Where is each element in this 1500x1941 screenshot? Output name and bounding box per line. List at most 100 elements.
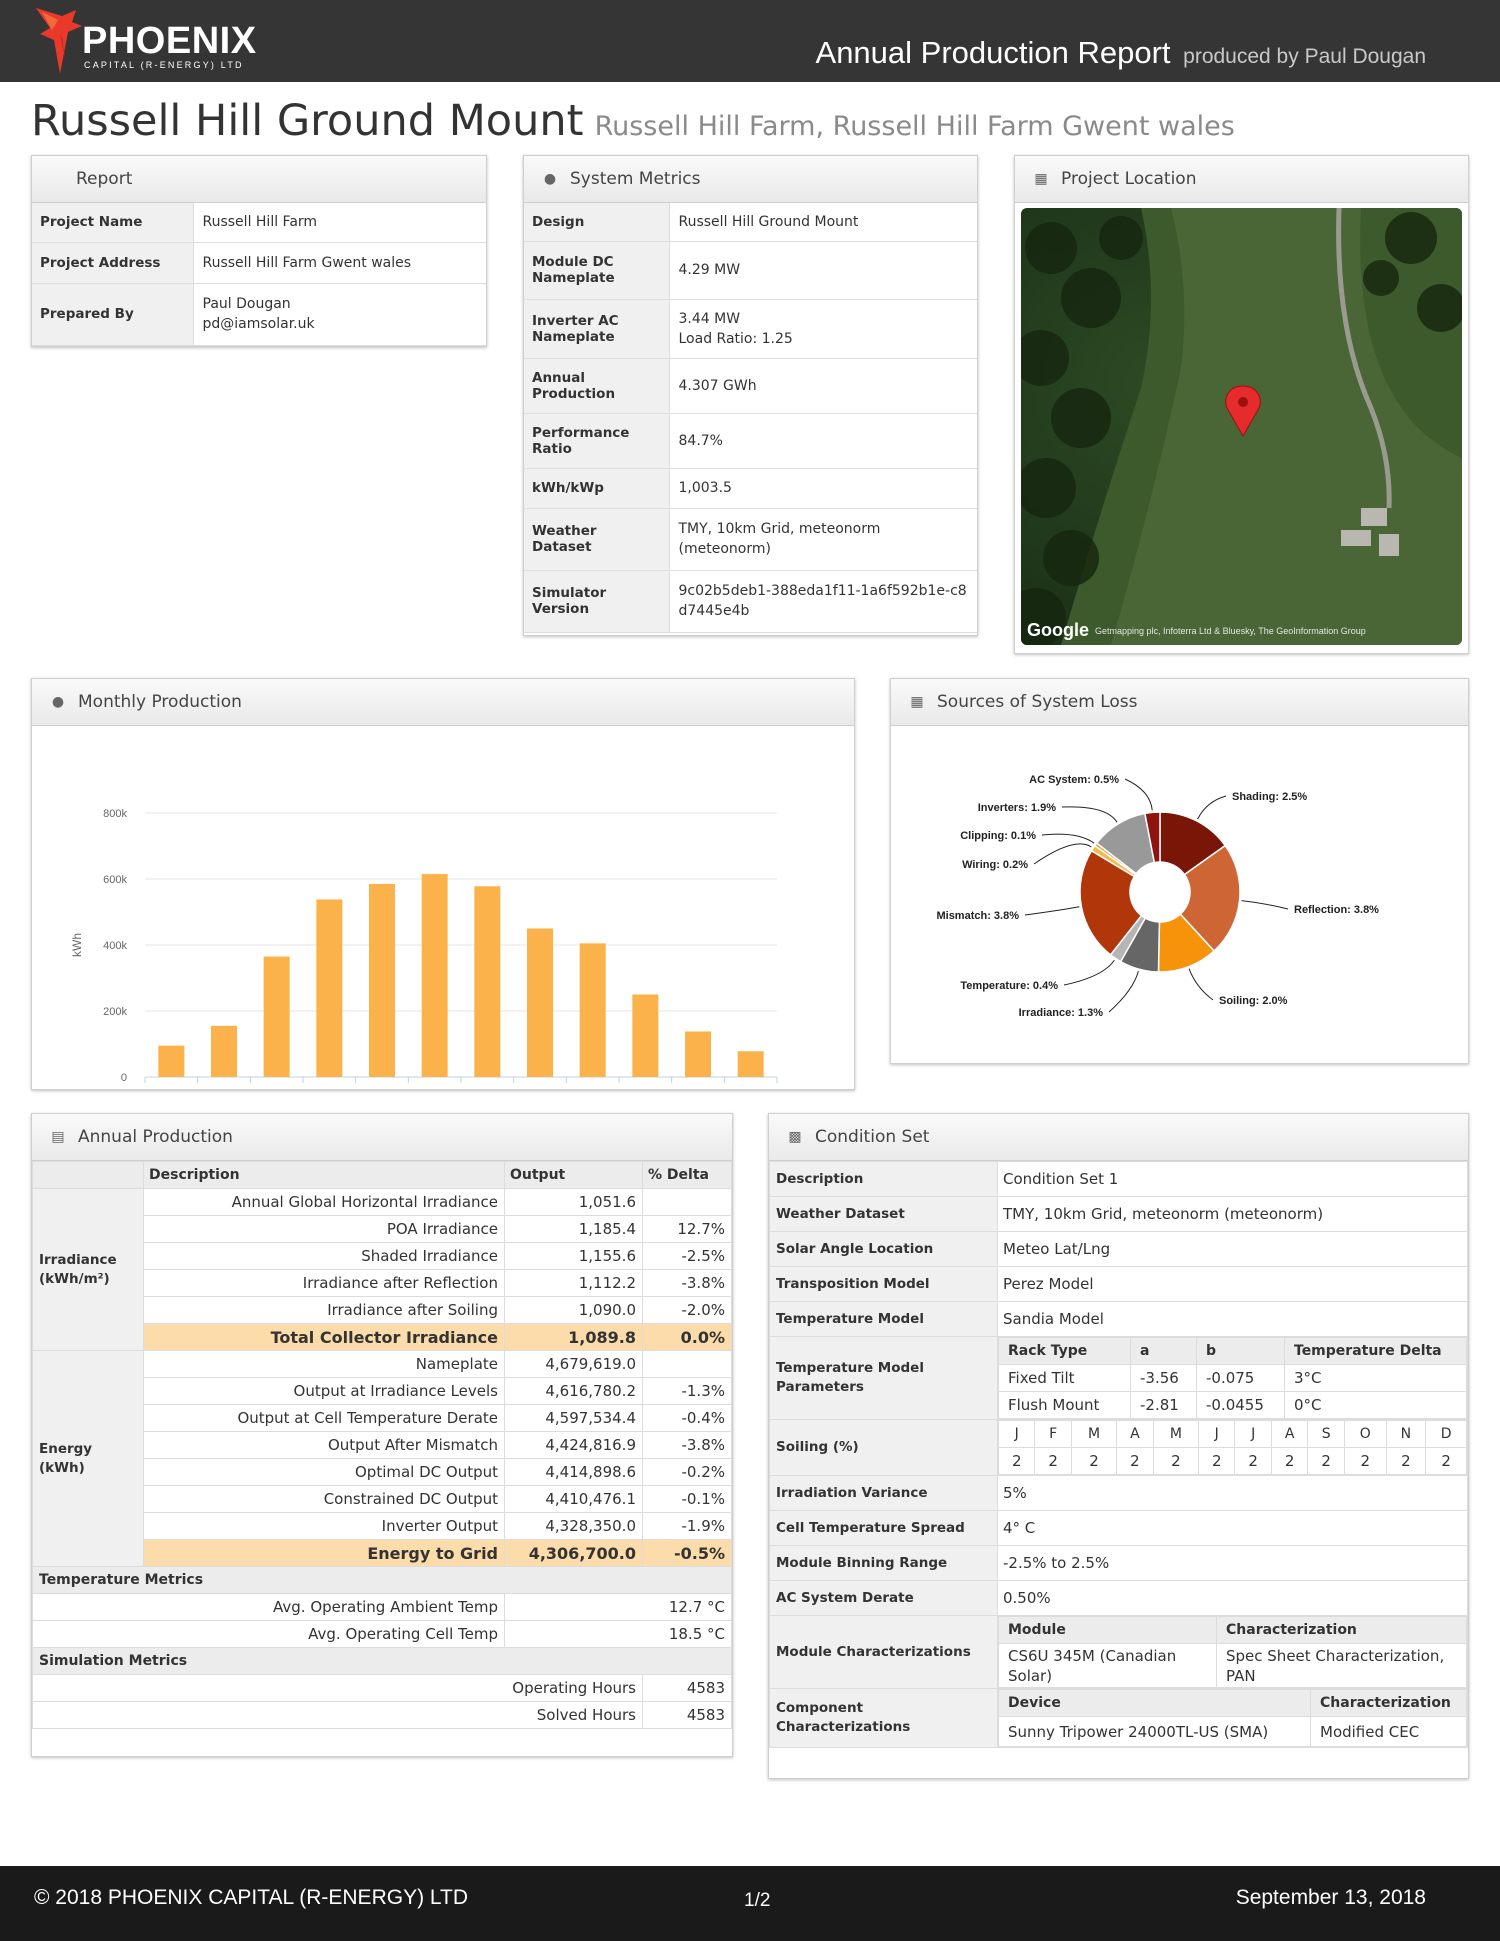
row-value: 9c02b5deb1-388eda1f11-1a6f592b1e-c8d7445… bbox=[669, 570, 977, 633]
bar bbox=[263, 956, 290, 1077]
row-label: Prepared By bbox=[32, 283, 194, 346]
soiling-value: 2 bbox=[1197, 1447, 1236, 1475]
sitemap-icon: ▩ bbox=[788, 1129, 802, 1145]
row-label: Soiling (%) bbox=[769, 1419, 998, 1476]
y-tick-label: 400k bbox=[103, 940, 127, 952]
table-row: Performance Ratio 84.7% bbox=[524, 413, 977, 469]
table-row: Project Address Russell Hill Farm Gwent w… bbox=[32, 242, 486, 284]
month-label: D bbox=[1425, 1420, 1467, 1448]
cell: CS6U 345M (Canadian Solar) bbox=[998, 1643, 1217, 1688]
row-description: Annual Global Horizontal Irradiance bbox=[143, 1188, 505, 1216]
system-loss-chart: Shading: 2.5% Reflection: 3.8% Soiling: 2.… bbox=[936, 774, 1379, 1019]
row-description: Output at Irradiance Levels bbox=[143, 1377, 505, 1405]
month-label: N bbox=[1385, 1420, 1427, 1448]
report-heading-text: Report bbox=[76, 169, 133, 189]
footer-date: September 13, 2018 bbox=[1235, 1886, 1426, 1909]
label-connector bbox=[1108, 970, 1139, 1013]
table-row: POA Irradiance 1,185.4 12.7% bbox=[33, 1215, 732, 1243]
factory-icon: ▤ bbox=[51, 1129, 65, 1145]
table-row: Total Collector Irradiance 1,089.8 0.0% bbox=[33, 1323, 732, 1351]
page-footer: © 2018 PHOENIX CAPITAL (R-ENERGY) LTD 1/… bbox=[0, 1866, 1500, 1941]
table-row: CS6U 345M (Canadian Solar) Spec Sheet Cha… bbox=[998, 1643, 1467, 1688]
label-connector bbox=[1124, 778, 1153, 811]
row-label: Weather Dataset bbox=[769, 1196, 998, 1232]
row-value: 4583 bbox=[642, 1701, 732, 1729]
row-label: Weather Dataset bbox=[524, 508, 670, 571]
system-loss-header: ▦ Sources of System Loss bbox=[891, 679, 1468, 726]
label-connector bbox=[1197, 795, 1227, 820]
report-heading: Annual Production Report produced by Pau… bbox=[816, 36, 1426, 74]
table-header: Description Output% Delta bbox=[32, 1161, 732, 1189]
report-panel-header: Report bbox=[32, 156, 486, 203]
monthly-production-chart: 0200k400k600k800kkWhJanFebMarAprMayJunJu… bbox=[70, 808, 778, 1102]
bar bbox=[369, 883, 395, 1077]
row-delta: 12.7% bbox=[642, 1215, 732, 1243]
project-location-header: ▦ Project Location bbox=[1015, 156, 1468, 203]
y-axis-label: kWh bbox=[70, 933, 84, 957]
phoenix-logo-icon bbox=[36, 8, 82, 74]
system-loss-heading: Sources of System Loss bbox=[937, 692, 1138, 712]
person-icon: ● bbox=[51, 694, 65, 710]
label-connector bbox=[1061, 806, 1118, 823]
month-label: M bbox=[1152, 1420, 1200, 1448]
label-connector bbox=[1188, 968, 1214, 1001]
pie-label: Temperature: 0.4% bbox=[960, 980, 1058, 992]
bar bbox=[211, 1025, 237, 1077]
row-description: Irradiance after Reflection bbox=[143, 1269, 505, 1297]
row-value: 4.29 MW bbox=[669, 241, 977, 300]
table-row: Output at Irradiance Levels 4,616,780.2 -1… bbox=[33, 1377, 732, 1405]
table-row: Irradiation Variance 5% bbox=[769, 1475, 1468, 1511]
pie-slice bbox=[1179, 844, 1241, 952]
report-title: Annual Production Report bbox=[815, 35, 1171, 70]
row-description: Output After Mismatch bbox=[143, 1431, 505, 1459]
row-delta bbox=[642, 1350, 732, 1378]
soiling-value: 2 bbox=[1152, 1447, 1200, 1475]
row-output: 4,424,816.9 bbox=[504, 1431, 643, 1459]
table-row: Annual Production 4.307 GWh bbox=[524, 358, 977, 414]
table-row: Avg. Operating Cell Temp 18.5 °C bbox=[32, 1620, 732, 1648]
row-value: Sandia Model bbox=[997, 1301, 1468, 1337]
cell: -2.81 bbox=[1130, 1391, 1197, 1419]
table-row: Cell Temperature Spread 4° C bbox=[769, 1510, 1468, 1546]
label-connector bbox=[1033, 843, 1092, 865]
label-connector bbox=[1241, 900, 1289, 910]
row-delta: -1.3% bbox=[642, 1377, 732, 1405]
col-header: Characterization bbox=[1216, 1616, 1467, 1644]
condition-set-heading: Condition Set bbox=[815, 1127, 930, 1147]
bar bbox=[632, 994, 659, 1077]
cell: Spec Sheet Characterization, PAN bbox=[1216, 1643, 1467, 1688]
table-row: Optimal DC Output 4,414,898.6 -0.2% bbox=[33, 1458, 732, 1486]
table-row: Design Russell Hill Ground Mount bbox=[524, 203, 977, 242]
row-value: 4° C bbox=[997, 1510, 1468, 1546]
row-output: 1,112.2 bbox=[504, 1269, 643, 1297]
monthly-production-header: ● Monthly Production bbox=[32, 679, 854, 726]
row-output: 4,679,619.0 bbox=[504, 1350, 643, 1378]
section-row: Simulation Metrics bbox=[32, 1647, 732, 1675]
table-row: Inverter AC Nameplate 3.44 MW Load Ratio: … bbox=[524, 299, 977, 359]
cell: -0.075 bbox=[1196, 1364, 1285, 1392]
row-delta: -0.1% bbox=[642, 1485, 732, 1513]
col-header: % Delta bbox=[642, 1161, 732, 1189]
pie-label: Shading: 2.5% bbox=[1232, 791, 1307, 803]
monthly-production-heading: Monthly Production bbox=[78, 692, 242, 712]
pie-label: AC System: 0.5% bbox=[1029, 774, 1119, 786]
month-label: S bbox=[1307, 1420, 1345, 1448]
row-label: Description bbox=[769, 1161, 998, 1197]
map-logo: Google bbox=[1027, 620, 1089, 640]
table-row: Description Condition Set 1 bbox=[769, 1161, 1468, 1197]
row-output: 4,616,780.2 bbox=[504, 1377, 643, 1405]
month-label: O bbox=[1343, 1420, 1387, 1448]
row-description: Output at Cell Temperature Derate bbox=[143, 1404, 505, 1432]
month-label: A bbox=[1116, 1420, 1154, 1448]
location-map[interactable]: Google Getmapping plc, Infoterra Ltd & B… bbox=[1021, 208, 1462, 645]
preparer-name: Paul Dougan bbox=[202, 296, 291, 312]
load-ratio: Load Ratio: 1.25 bbox=[678, 330, 793, 347]
row-label: Cell Temperature Spread bbox=[769, 1510, 998, 1546]
bar bbox=[158, 1045, 185, 1077]
row-description: Irradiance after Soiling bbox=[143, 1296, 505, 1324]
row-label: Solar Angle Location bbox=[769, 1231, 998, 1267]
col-header: Description bbox=[143, 1161, 505, 1189]
page-header: PHOENIX CAPITAL (R-ENERGY) LTD Annual Pr… bbox=[0, 0, 1500, 82]
